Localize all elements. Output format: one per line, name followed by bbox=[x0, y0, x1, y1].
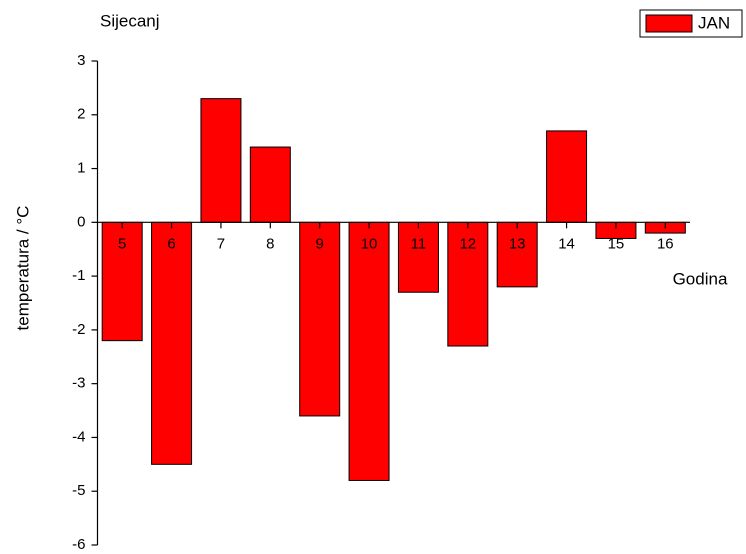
chart-title: Sijecanj bbox=[100, 11, 160, 30]
y-tick-label: -2 bbox=[72, 321, 85, 338]
bar bbox=[151, 221, 193, 465]
y-tick-label: -5 bbox=[72, 482, 85, 499]
y-tick-label: 1 bbox=[77, 160, 85, 177]
bar bbox=[546, 130, 588, 223]
x-tick-label: 8 bbox=[266, 235, 274, 252]
x-tick-label: 14 bbox=[558, 235, 575, 252]
y-tick-label: 3 bbox=[77, 52, 85, 69]
x-tick-label: 12 bbox=[459, 235, 476, 252]
y-tick-label: -1 bbox=[72, 267, 85, 284]
x-tick-label: 15 bbox=[608, 235, 625, 252]
y-tick-label: -3 bbox=[72, 375, 85, 392]
y-tick-label: 0 bbox=[77, 213, 85, 230]
x-tick-label: 5 bbox=[118, 235, 126, 252]
x-tick-label: 16 bbox=[657, 235, 674, 252]
legend-label: JAN bbox=[698, 13, 730, 32]
x-tick-label: 9 bbox=[316, 235, 324, 252]
legend-swatch bbox=[645, 14, 693, 33]
x-tick-label: 6 bbox=[167, 235, 175, 252]
x-tick-label: 11 bbox=[411, 235, 427, 252]
x-axis-label: Godina bbox=[673, 269, 728, 288]
y-tick-label: -6 bbox=[72, 536, 85, 553]
bar bbox=[447, 221, 489, 347]
y-tick-label: 2 bbox=[77, 106, 85, 123]
bar bbox=[249, 146, 291, 223]
bar bbox=[101, 221, 143, 342]
x-tick-label: 10 bbox=[361, 235, 378, 252]
bar bbox=[496, 221, 538, 288]
y-axis-label: temperatura / °C bbox=[13, 206, 32, 331]
bar bbox=[200, 98, 242, 223]
bar bbox=[348, 221, 390, 481]
x-tick-label: 13 bbox=[509, 235, 526, 252]
x-tick-label: 7 bbox=[217, 235, 225, 252]
bar bbox=[397, 221, 439, 293]
y-tick-label: -4 bbox=[72, 428, 85, 445]
